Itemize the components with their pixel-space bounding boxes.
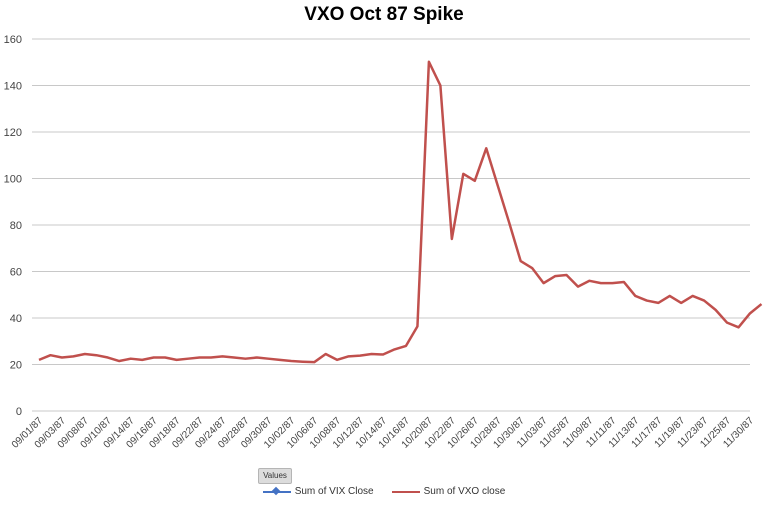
y-tick-label: 20 (10, 360, 22, 372)
series-line-vxo (38, 60, 763, 364)
y-tick-label: 60 (10, 267, 22, 279)
y-tick-label: 80 (10, 220, 22, 232)
y-tick-label: 140 (4, 81, 22, 93)
chart-title: VXO Oct 87 Spike (304, 4, 464, 25)
y-tick-label: 120 (4, 127, 22, 139)
legend-swatch-vix (262, 486, 291, 495)
legend-label-vix: Sum of VIX Close (294, 486, 374, 497)
y-tick-label: 100 (4, 174, 22, 186)
y-tick-label: 160 (4, 34, 22, 46)
y-tick-label: 40 (10, 313, 22, 325)
values-field-button[interactable]: Values (258, 468, 292, 484)
legend-item-vix[interactable]: Sum of VIX Close (262, 486, 374, 497)
legend-swatch-vxo (391, 490, 420, 493)
legend-item-vxo[interactable]: Sum of VXO close (391, 486, 506, 497)
legend-label-vxo: Sum of VXO close (423, 486, 506, 497)
y-tick-label: 0 (16, 406, 22, 418)
legend: Sum of VIX Close Sum of VXO close (0, 486, 768, 497)
